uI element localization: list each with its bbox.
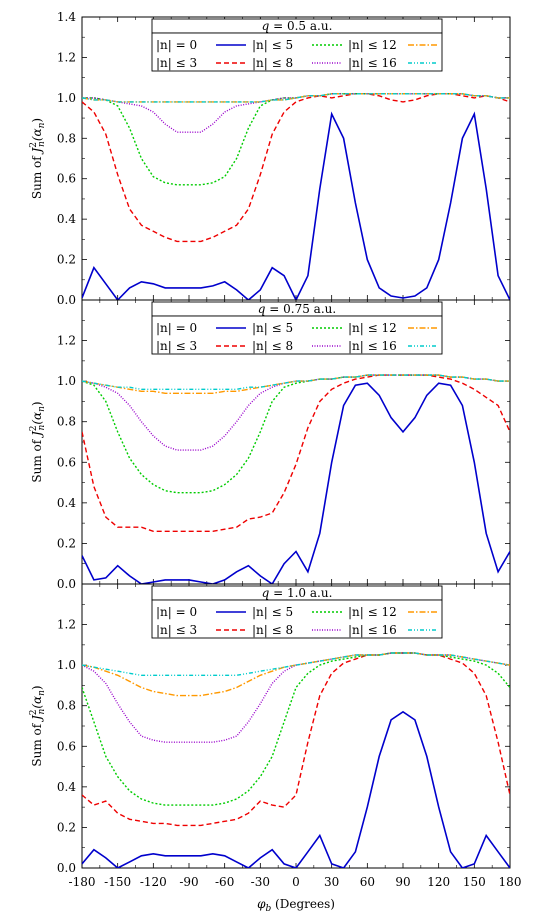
y-tick-label: 0.0 xyxy=(57,577,76,591)
x-tick-label: -60 xyxy=(215,875,234,889)
y-axis-label: Sum of J2n(αn) xyxy=(29,685,47,766)
x-tick-label: -90 xyxy=(179,875,198,889)
series-line-2 xyxy=(82,652,510,806)
y-tick-label: 1.0 xyxy=(57,91,76,105)
series-line-0 xyxy=(82,382,510,584)
series-line-1 xyxy=(82,93,510,243)
legend-label: |n| ≤ 5 xyxy=(252,321,293,335)
panel-title: q = 1.0 a.u. xyxy=(262,586,333,600)
legend-label: |n| ≤ 12 xyxy=(348,321,397,335)
panel-title: q = 0.5 a.u. xyxy=(262,19,333,33)
legend-label: |n| = 0 xyxy=(156,321,197,335)
legend-label: |n| ≤ 8 xyxy=(252,623,293,637)
legend-label: |n| ≤ 8 xyxy=(252,56,293,70)
x-tick-label: 120 xyxy=(427,875,450,889)
y-tick-label: 0.2 xyxy=(57,820,76,834)
y-tick-label: 1.2 xyxy=(57,334,76,348)
y-tick-label: 0.4 xyxy=(57,780,76,794)
x-tick-label: 60 xyxy=(360,875,375,889)
legend-label: |n| ≤ 12 xyxy=(348,605,397,619)
series-line-5 xyxy=(82,93,510,103)
legend-label: |n| ≤ 12 xyxy=(348,38,397,52)
y-tick-label: 0.4 xyxy=(57,496,76,510)
x-tick-label: 90 xyxy=(395,875,410,889)
legend-label: |n| ≤ 5 xyxy=(252,38,293,52)
y-tick-label: 1.2 xyxy=(57,50,76,64)
legend-label: |n| ≤ 3 xyxy=(156,339,197,353)
x-tick-label: -150 xyxy=(104,875,131,889)
series-line-5 xyxy=(82,652,510,676)
y-tick-label: 0.8 xyxy=(57,415,76,429)
y-tick-label: 1.0 xyxy=(57,658,76,672)
series-line-5 xyxy=(82,374,510,390)
y-tick-label: 0.6 xyxy=(57,455,76,469)
x-tick-label: 0 xyxy=(292,875,300,889)
legend-label: |n| = 0 xyxy=(156,605,197,619)
panel-title: q = 0.75 a.u. xyxy=(258,302,336,316)
legend-label: |n| ≤ 16 xyxy=(348,623,397,637)
legend-label: |n| ≤ 5 xyxy=(252,605,293,619)
series-line-1 xyxy=(82,374,510,532)
series-line-2 xyxy=(82,93,510,186)
y-tick-label: 0.4 xyxy=(57,212,76,226)
x-tick-label: 30 xyxy=(324,875,339,889)
series-line-4 xyxy=(82,374,510,394)
legend-label: |n| ≤ 8 xyxy=(252,339,293,353)
series-line-0 xyxy=(82,111,510,300)
legend-label: |n| ≤ 16 xyxy=(348,56,397,70)
legend-label: |n| = 0 xyxy=(156,38,197,52)
y-tick-label: 0.0 xyxy=(57,861,76,875)
x-tick-label: 150 xyxy=(463,875,486,889)
legend-label: |n| ≤ 3 xyxy=(156,56,197,70)
y-tick-label: 1.2 xyxy=(57,618,76,632)
x-tick-label: -180 xyxy=(69,875,96,889)
series-line-1 xyxy=(82,652,510,827)
series-line-2 xyxy=(82,374,510,494)
series-line-3 xyxy=(82,374,510,451)
legend-box xyxy=(151,315,443,355)
legend-box xyxy=(151,32,443,72)
y-axis-label: Sum of J2n(αn) xyxy=(29,401,47,482)
legend-label: |n| ≤ 3 xyxy=(156,623,197,637)
series-line-3 xyxy=(82,652,510,743)
panel-2: 0.0 0.2 0.4 0.6 0.8 1.0 1.2 Sum of J2n(αn) q = 0… xyxy=(29,299,511,591)
series-line-4 xyxy=(82,652,510,697)
x-tick-label: -120 xyxy=(140,875,167,889)
y-tick-label: 0.6 xyxy=(57,172,76,186)
y-tick-label: 1.4 xyxy=(57,10,76,24)
x-axis-label: φb (Degrees) xyxy=(257,897,335,914)
y-tick-label: 0.0 xyxy=(57,293,76,307)
series-line-0 xyxy=(82,710,510,868)
y-tick-label: 1.0 xyxy=(57,374,76,388)
legend-box xyxy=(151,599,443,639)
y-tick-label: 0.8 xyxy=(57,699,76,713)
x-tick-label: 180 xyxy=(499,875,522,889)
legend-label: |n| ≤ 16 xyxy=(348,339,397,353)
y-tick-label: 0.8 xyxy=(57,131,76,145)
panel-1: 0.0 0.2 0.4 0.6 0.8 1.0 1.2 1.4 Sum of J2n(αn) q … xyxy=(29,10,511,307)
series-line-3 xyxy=(82,93,510,133)
y-tick-label: 0.2 xyxy=(57,253,76,267)
y-tick-label: 0.2 xyxy=(57,536,76,550)
y-axis-label: Sum of J2n(αn) xyxy=(29,118,47,199)
panel-3: 0.0 0.2 0.4 0.6 0.8 1.0 1.2 -180 -150 -120 -90 -60 -… xyxy=(29,583,522,914)
x-tick-label: -30 xyxy=(251,875,270,889)
y-tick-label: 0.6 xyxy=(57,739,76,753)
